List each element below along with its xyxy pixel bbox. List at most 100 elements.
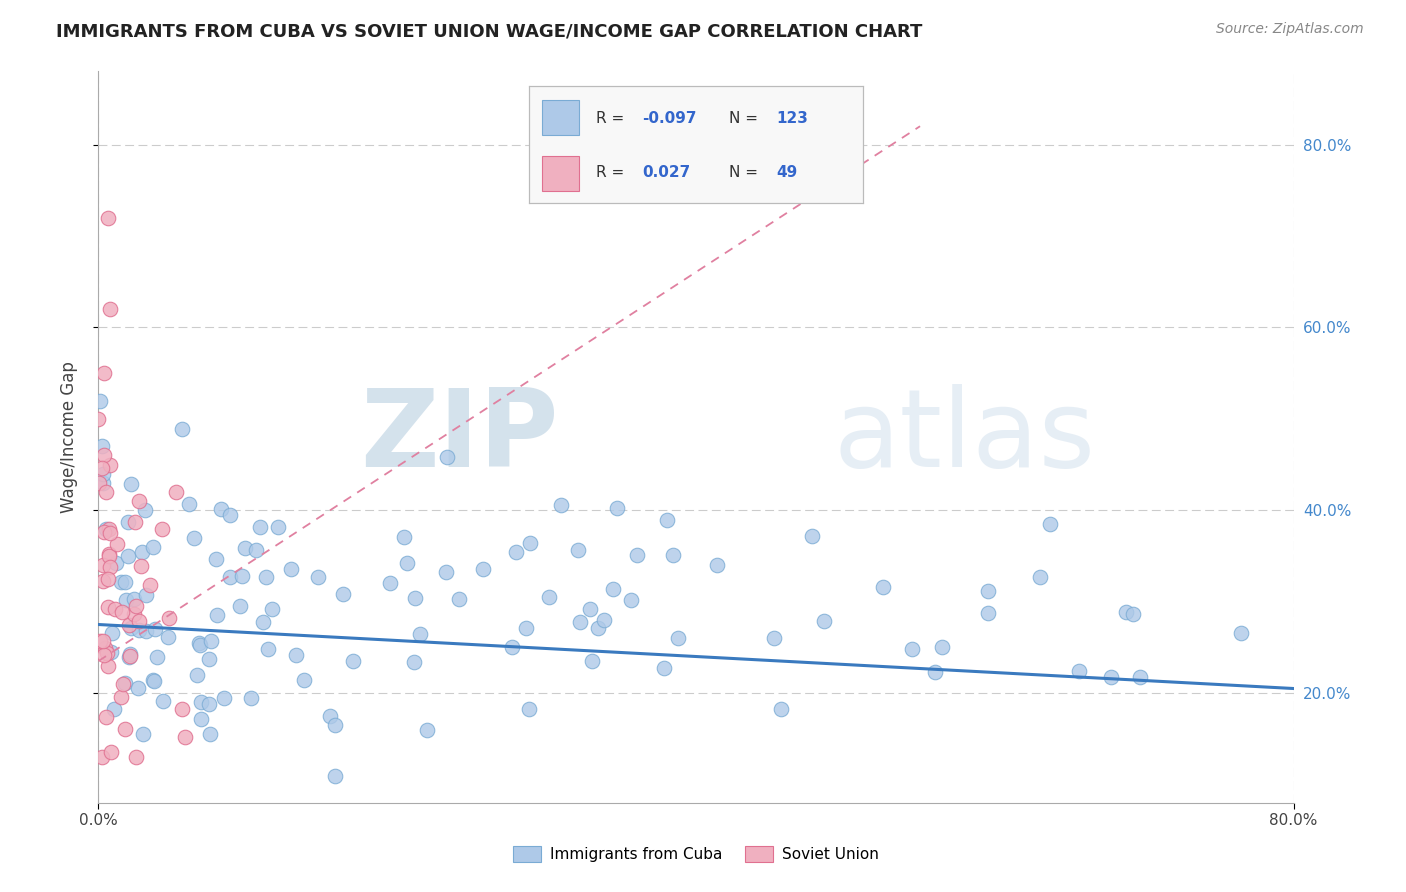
Point [280,562,302,576]
Point [200,634,222,648]
Point [254,570,277,584]
Point [104,557,127,571]
Point [138,578,160,592]
Point [1230,626,1253,640]
Point [105,536,128,550]
Point [262,601,284,615]
Point [89,393,111,408]
Point [129,558,152,573]
Point [98,526,121,541]
Point [515,621,537,635]
Point [128,614,150,628]
Point [170,422,193,436]
Point [319,708,342,723]
Point [170,702,193,716]
Point [91,558,114,573]
Point [219,570,242,584]
Point [173,730,195,744]
Point [152,523,174,537]
Point [157,611,180,625]
Point [231,569,253,583]
Point [90,461,112,475]
Point [93,448,115,462]
Point [143,622,166,636]
Point [901,642,924,657]
Point [409,627,432,641]
Point [142,541,165,555]
Point [103,702,125,716]
Point [165,484,187,499]
Point [257,641,280,656]
Point [87,412,110,426]
Point [872,580,894,594]
Point [91,467,114,481]
Point [115,593,138,607]
Point [114,723,136,737]
Point [657,513,679,527]
Point [98,547,121,561]
Point [434,565,457,579]
Point [97,572,120,586]
Point [342,654,364,668]
Point [127,681,149,696]
Point [402,656,425,670]
Point [124,515,146,529]
Point [307,570,329,584]
Point [128,623,150,637]
Point [1122,607,1144,621]
Point [94,709,117,723]
Point [157,631,180,645]
Point [285,648,308,663]
Point [404,591,426,605]
Point [110,690,132,704]
Point [146,650,169,665]
Point [977,606,1000,620]
Point [706,558,728,572]
Point [96,646,118,660]
Point [519,536,541,550]
Point [143,674,166,689]
Point [117,650,139,665]
Point [392,530,415,544]
Point [567,543,589,558]
Point [550,498,572,512]
Point [801,529,824,543]
Point [666,631,689,645]
Point [212,691,235,706]
Point [578,602,600,616]
Point [207,608,229,623]
Point [505,545,527,559]
Point [110,605,132,619]
Point [93,524,115,539]
Point [323,718,346,732]
Point [118,647,141,661]
Point [1099,670,1122,684]
Point [569,615,592,630]
Point [89,634,111,648]
Point [91,633,114,648]
Legend: Immigrants from Cuba, Soviet Union: Immigrants from Cuba, Soviet Union [508,840,884,868]
Point [245,543,267,558]
Point [538,590,561,604]
Point [471,562,494,576]
Point [1039,516,1062,531]
Point [97,522,120,536]
Point [97,658,120,673]
Text: Source: ZipAtlas.com: Source: ZipAtlas.com [1216,22,1364,37]
Point [142,673,165,687]
Point [110,575,132,590]
Point [190,695,212,709]
Point [118,617,141,632]
Point [249,520,271,534]
Point [101,626,124,640]
Point [661,548,683,562]
Point [132,727,155,741]
Point [1115,605,1137,619]
Point [586,620,609,634]
Point [93,648,115,662]
Point [112,677,135,691]
Point [205,552,228,566]
Point [97,549,120,564]
Point [228,599,250,614]
Point [517,701,540,715]
